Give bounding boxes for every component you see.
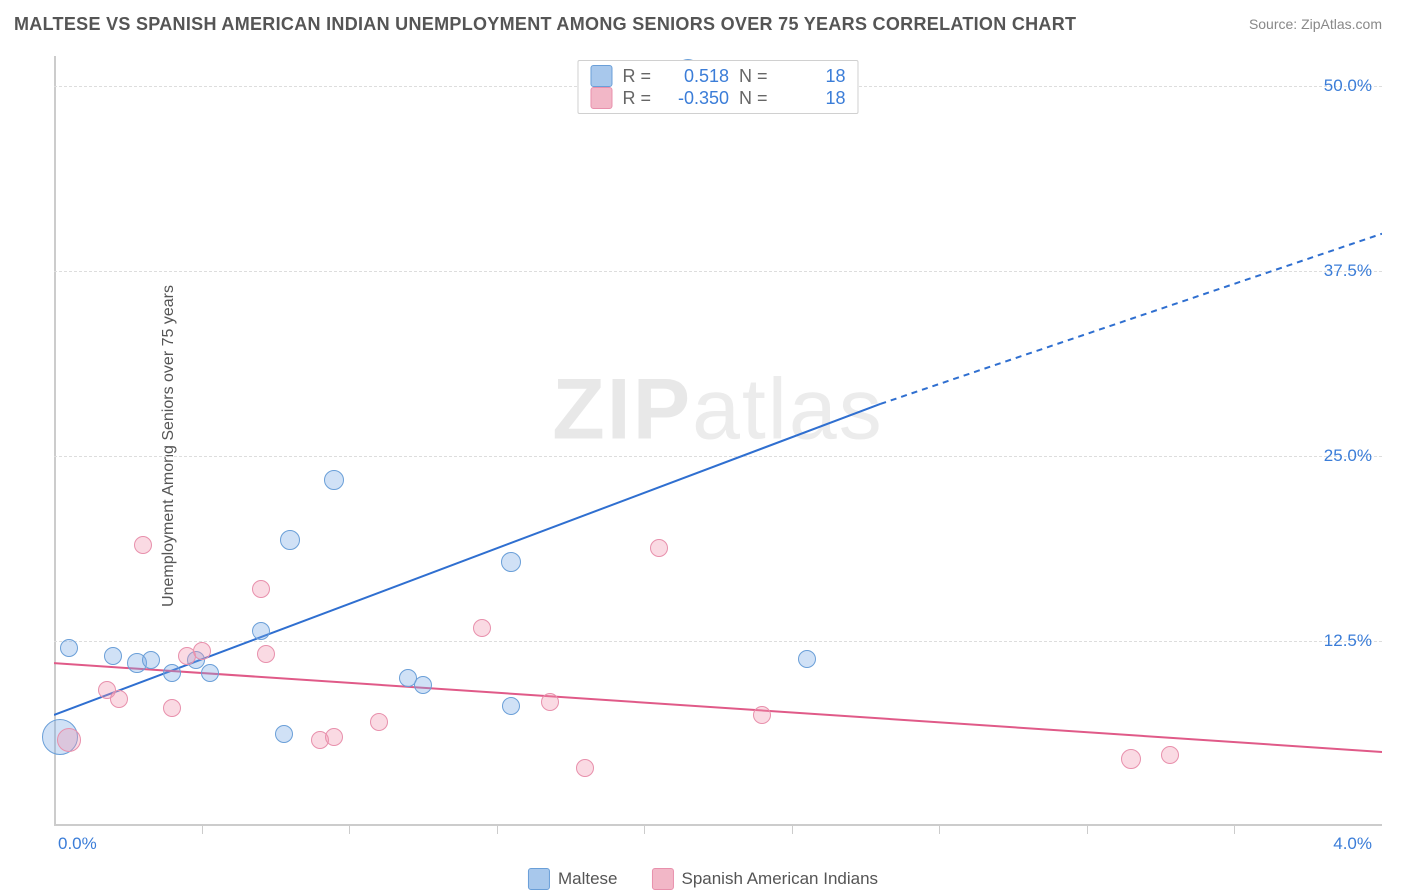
n-label: N =	[739, 88, 768, 109]
y-axis-line	[54, 56, 56, 826]
gridline-h	[54, 271, 1382, 272]
data-point	[280, 530, 300, 550]
data-point	[257, 645, 275, 663]
chart-plot-area: ZIPatlas 12.5%25.0%37.5%50.0% 0.0% 4.0% …	[54, 56, 1382, 826]
data-point	[502, 697, 520, 715]
x-tick	[1234, 826, 1235, 834]
legend-item-maltese: Maltese	[528, 868, 618, 890]
x-tick	[1087, 826, 1088, 834]
data-point	[275, 725, 293, 743]
x-axis-max-label: 4.0%	[1333, 834, 1372, 854]
x-tick	[939, 826, 940, 834]
x-tick	[349, 826, 350, 834]
legend-label-spanish: Spanish American Indians	[681, 869, 878, 889]
data-point	[142, 651, 160, 669]
data-point	[1161, 746, 1179, 764]
n-label: N =	[739, 66, 768, 87]
legend-swatch-icon	[651, 868, 673, 890]
source-label: Source:	[1249, 16, 1297, 32]
data-point	[576, 759, 594, 777]
x-tick	[202, 826, 203, 834]
data-point	[134, 536, 152, 554]
gridline-h	[54, 641, 1382, 642]
data-point	[650, 539, 668, 557]
y-tick-label: 25.0%	[1324, 446, 1372, 466]
legend-swatch-maltese	[590, 65, 612, 87]
series-legend: Maltese Spanish American Indians	[528, 868, 878, 890]
y-tick-label: 50.0%	[1324, 76, 1372, 96]
data-point	[201, 664, 219, 682]
data-point	[57, 728, 81, 752]
data-point	[473, 619, 491, 637]
data-point	[1121, 749, 1141, 769]
x-axis-line	[54, 824, 1382, 826]
data-point	[753, 706, 771, 724]
r-value-spanish: -0.350	[661, 88, 729, 109]
n-value-maltese: 18	[778, 66, 846, 87]
data-point	[252, 622, 270, 640]
data-point	[110, 690, 128, 708]
x-tick	[644, 826, 645, 834]
r-label: R =	[622, 66, 651, 87]
data-point	[370, 713, 388, 731]
y-tick-label: 12.5%	[1324, 631, 1372, 651]
data-point	[163, 664, 181, 682]
source-attribution: Source: ZipAtlas.com	[1249, 16, 1382, 32]
y-tick-label: 37.5%	[1324, 261, 1372, 281]
legend-swatch-spanish	[590, 87, 612, 109]
correlation-legend: R = 0.518 N = 18 R = -0.350 N = 18	[577, 60, 858, 114]
watermark: ZIPatlas	[552, 361, 883, 460]
r-label: R =	[622, 88, 651, 109]
n-value-spanish: 18	[778, 88, 846, 109]
data-point	[798, 650, 816, 668]
data-point	[60, 639, 78, 657]
r-value-maltese: 0.518	[661, 66, 729, 87]
x-tick	[497, 826, 498, 834]
gridline-h	[54, 456, 1382, 457]
correlation-row-spanish: R = -0.350 N = 18	[590, 87, 845, 109]
chart-title: MALTESE VS SPANISH AMERICAN INDIAN UNEMP…	[14, 14, 1076, 35]
data-point	[414, 676, 432, 694]
legend-item-spanish: Spanish American Indians	[651, 868, 878, 890]
data-point	[325, 728, 343, 746]
data-point	[252, 580, 270, 598]
x-tick	[792, 826, 793, 834]
data-point	[501, 552, 521, 572]
data-point	[104, 647, 122, 665]
data-point	[193, 642, 211, 660]
legend-label-maltese: Maltese	[558, 869, 618, 889]
watermark-thin: atlas	[692, 361, 884, 460]
x-axis-min-label: 0.0%	[58, 834, 97, 854]
trend-lines	[54, 56, 1382, 826]
legend-swatch-icon	[528, 868, 550, 890]
watermark-bold: ZIP	[552, 361, 692, 460]
source-site: ZipAtlas.com	[1301, 16, 1382, 32]
data-point	[541, 693, 559, 711]
correlation-row-maltese: R = 0.518 N = 18	[590, 65, 845, 87]
data-point	[163, 699, 181, 717]
data-point	[324, 470, 344, 490]
